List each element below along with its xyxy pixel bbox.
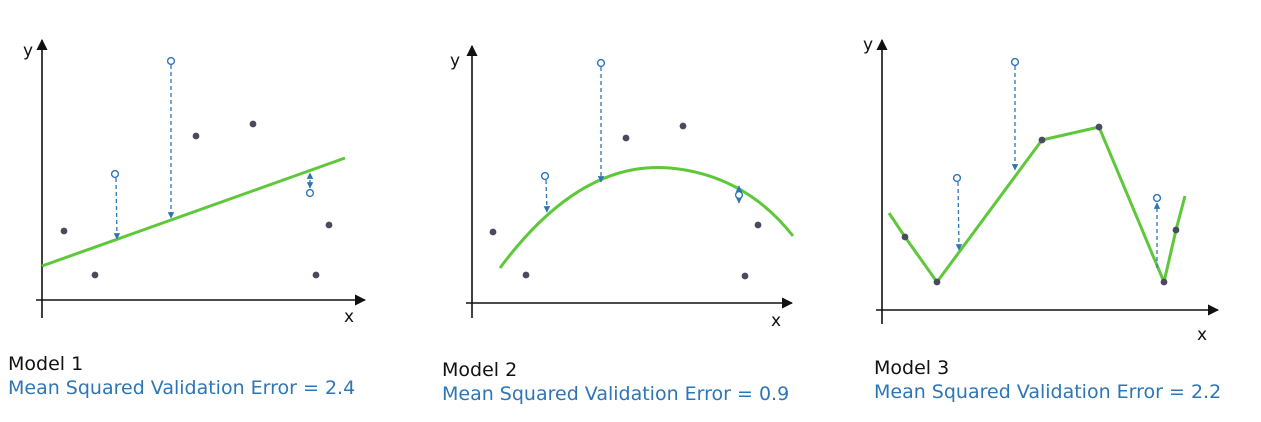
caption-model-1: Model 1 Mean Squared Validation Error = …	[8, 352, 355, 400]
data-point	[901, 233, 909, 241]
model-title: Model 1	[8, 353, 84, 375]
data-point	[933, 278, 941, 286]
x-axis-label: x	[771, 311, 781, 331]
panel-model-1: y x	[23, 38, 367, 327]
data-point	[91, 271, 99, 279]
y-axis-label: y	[863, 35, 873, 55]
data-point	[1095, 123, 1103, 131]
validation-error-line	[113, 177, 121, 240]
validation-error-line	[543, 179, 551, 213]
data-point	[249, 120, 257, 128]
model-title: Model 3	[874, 357, 950, 379]
data-point	[754, 221, 762, 229]
data-point	[622, 134, 630, 142]
validation-point	[110, 169, 120, 179]
data-point	[679, 122, 687, 130]
x-axis-label: x	[344, 307, 354, 327]
validation-point	[596, 58, 606, 68]
validation-point	[540, 171, 550, 181]
validation-error-text: Mean Squared Validation Error = 2.2	[874, 381, 1222, 403]
validation-point	[1010, 57, 1020, 67]
caption-model-2: Model 2 Mean Squared Validation Error = …	[442, 358, 789, 406]
data-point	[522, 271, 530, 279]
data-point	[489, 228, 497, 236]
panel-model-3: y x	[863, 35, 1220, 345]
validation-point	[734, 190, 744, 200]
data-point	[192, 132, 200, 140]
validation-point	[1152, 193, 1162, 203]
model-title: Model 2	[442, 359, 518, 381]
data-point	[325, 221, 333, 229]
validation-point	[952, 173, 962, 183]
data-point	[1160, 278, 1168, 286]
y-axis-label: y	[450, 51, 460, 71]
validation-error-text: Mean Squared Validation Error = 0.9	[442, 383, 790, 405]
validation-error-line	[955, 181, 963, 251]
piecewise-fit-line	[887, 125, 1187, 284]
y-axis-label: y	[23, 41, 33, 61]
validation-point	[305, 188, 315, 198]
linear-fit-line	[41, 156, 346, 268]
data-point	[1172, 226, 1180, 234]
data-point	[312, 271, 320, 279]
caption-model-3: Model 3 Mean Squared Validation Error = …	[874, 356, 1221, 404]
panel-model-2: y x	[450, 44, 795, 331]
quadratic-fit-curve	[498, 165, 795, 269]
validation-error-text: Mean Squared Validation Error = 2.4	[8, 377, 356, 399]
validation-point	[166, 56, 176, 66]
data-point	[741, 272, 749, 280]
data-point	[60, 227, 68, 235]
data-point	[1038, 136, 1046, 144]
x-axis-label: x	[1197, 325, 1207, 345]
